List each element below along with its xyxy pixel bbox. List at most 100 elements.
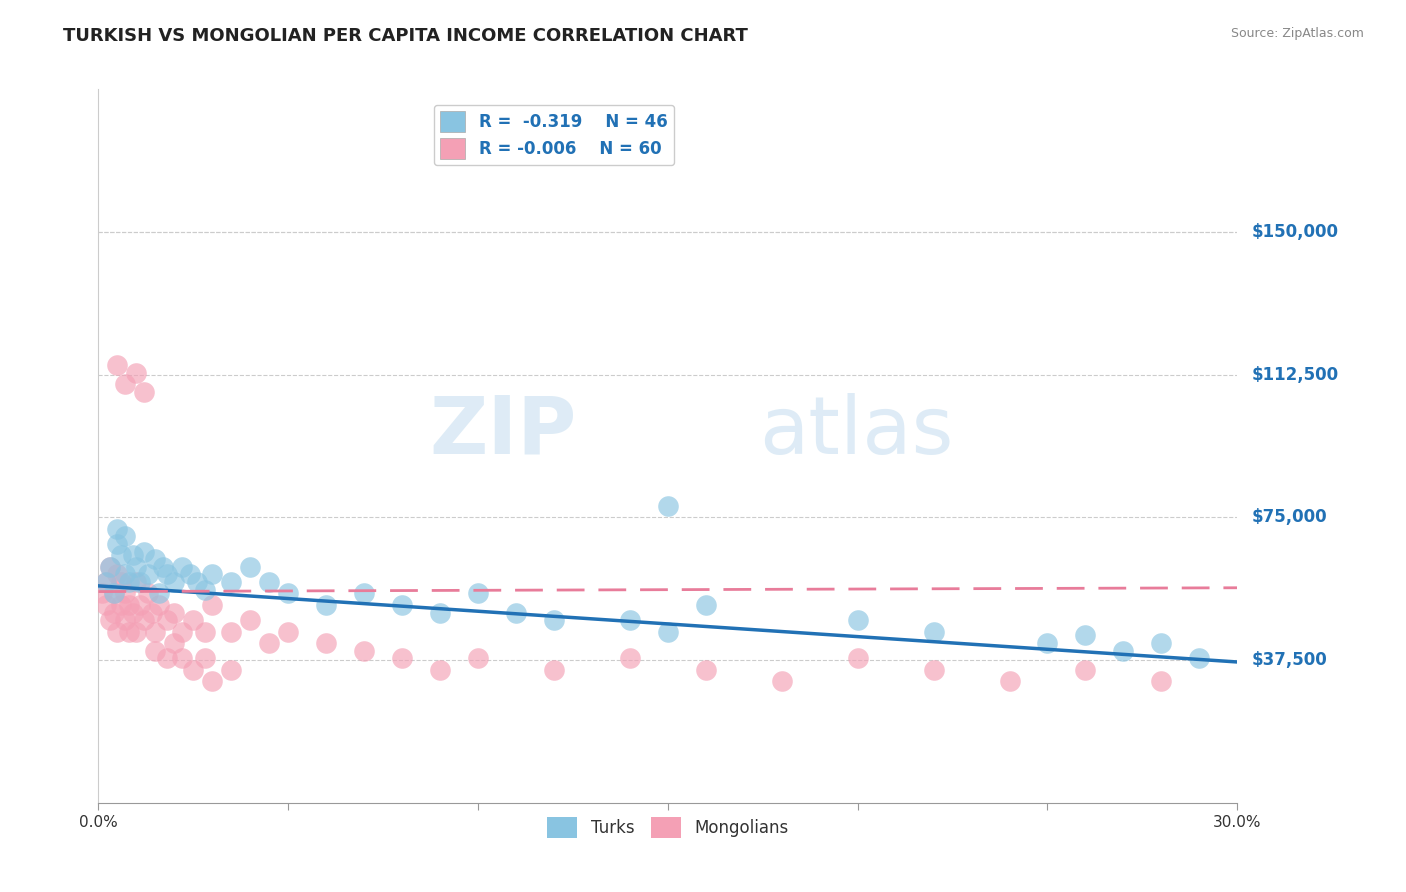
- Point: [657, 624, 679, 639]
- Point: [1188, 651, 1211, 665]
- Point: [110, 575, 132, 590]
- Point: [107, 522, 129, 536]
- Point: [114, 377, 136, 392]
- Point: [239, 559, 262, 574]
- Point: [114, 586, 136, 600]
- Text: TURKISH VS MONGOLIAN PER CAPITA INCOME CORRELATION CHART: TURKISH VS MONGOLIAN PER CAPITA INCOME C…: [63, 27, 748, 45]
- Point: [103, 586, 125, 600]
- Point: [145, 643, 167, 657]
- Point: [125, 559, 148, 574]
- Point: [156, 651, 179, 665]
- Point: [125, 366, 148, 380]
- Point: [121, 549, 143, 563]
- Point: [118, 624, 141, 639]
- Point: [922, 663, 945, 677]
- Point: [103, 606, 125, 620]
- Text: atlas: atlas: [759, 392, 953, 471]
- Point: [110, 549, 132, 563]
- Point: [846, 613, 869, 627]
- Point: [922, 624, 945, 639]
- Point: [148, 586, 170, 600]
- Point: [98, 613, 121, 627]
- Point: [129, 575, 152, 590]
- Point: [136, 567, 159, 582]
- Point: [136, 586, 159, 600]
- Point: [107, 537, 129, 551]
- Point: [107, 624, 129, 639]
- Point: [221, 624, 243, 639]
- Point: [315, 636, 337, 650]
- Point: [277, 624, 299, 639]
- Point: [467, 651, 489, 665]
- Point: [110, 598, 132, 612]
- Point: [132, 544, 155, 558]
- Point: [132, 613, 155, 627]
- Text: ZIP: ZIP: [429, 392, 576, 471]
- Point: [1112, 643, 1135, 657]
- Point: [543, 613, 565, 627]
- Text: Source: ZipAtlas.com: Source: ZipAtlas.com: [1230, 27, 1364, 40]
- Point: [125, 624, 148, 639]
- Point: [391, 651, 413, 665]
- Point: [163, 606, 186, 620]
- Point: [114, 567, 136, 582]
- Point: [114, 529, 136, 543]
- Point: [145, 624, 167, 639]
- Text: $112,500: $112,500: [1251, 366, 1339, 384]
- Point: [156, 567, 179, 582]
- Point: [619, 651, 641, 665]
- Point: [194, 582, 217, 597]
- Point: [125, 575, 148, 590]
- Point: [141, 606, 163, 620]
- Point: [107, 358, 129, 372]
- Point: [98, 559, 121, 574]
- Point: [94, 598, 117, 612]
- Point: [998, 673, 1021, 688]
- Point: [114, 613, 136, 627]
- Point: [353, 586, 375, 600]
- Point: [277, 586, 299, 600]
- Point: [353, 643, 375, 657]
- Point: [163, 636, 186, 650]
- Point: [429, 663, 451, 677]
- Point: [170, 559, 193, 574]
- Text: $75,000: $75,000: [1251, 508, 1327, 526]
- Point: [94, 575, 117, 590]
- Point: [129, 598, 152, 612]
- Point: [118, 598, 141, 612]
- Point: [103, 586, 125, 600]
- Point: [132, 384, 155, 399]
- Legend: Turks, Mongolians: Turks, Mongolians: [540, 811, 796, 845]
- Point: [391, 598, 413, 612]
- Point: [429, 606, 451, 620]
- Point: [194, 624, 217, 639]
- Point: [91, 586, 114, 600]
- Point: [259, 575, 281, 590]
- Point: [619, 613, 641, 627]
- Point: [505, 606, 527, 620]
- Point: [170, 624, 193, 639]
- Point: [183, 663, 205, 677]
- Point: [657, 499, 679, 513]
- Text: $150,000: $150,000: [1251, 223, 1339, 241]
- Point: [259, 636, 281, 650]
- Point: [170, 651, 193, 665]
- Point: [543, 663, 565, 677]
- Point: [1036, 636, 1059, 650]
- Point: [152, 559, 174, 574]
- Point: [695, 663, 717, 677]
- Point: [121, 606, 143, 620]
- Text: $37,500: $37,500: [1251, 651, 1327, 669]
- Point: [194, 651, 217, 665]
- Point: [846, 651, 869, 665]
- Point: [467, 586, 489, 600]
- Point: [1150, 636, 1173, 650]
- Point: [770, 673, 793, 688]
- Point: [145, 552, 167, 566]
- Point: [1150, 673, 1173, 688]
- Point: [221, 575, 243, 590]
- Point: [1074, 628, 1097, 642]
- Point: [94, 575, 117, 590]
- Point: [201, 673, 224, 688]
- Point: [148, 598, 170, 612]
